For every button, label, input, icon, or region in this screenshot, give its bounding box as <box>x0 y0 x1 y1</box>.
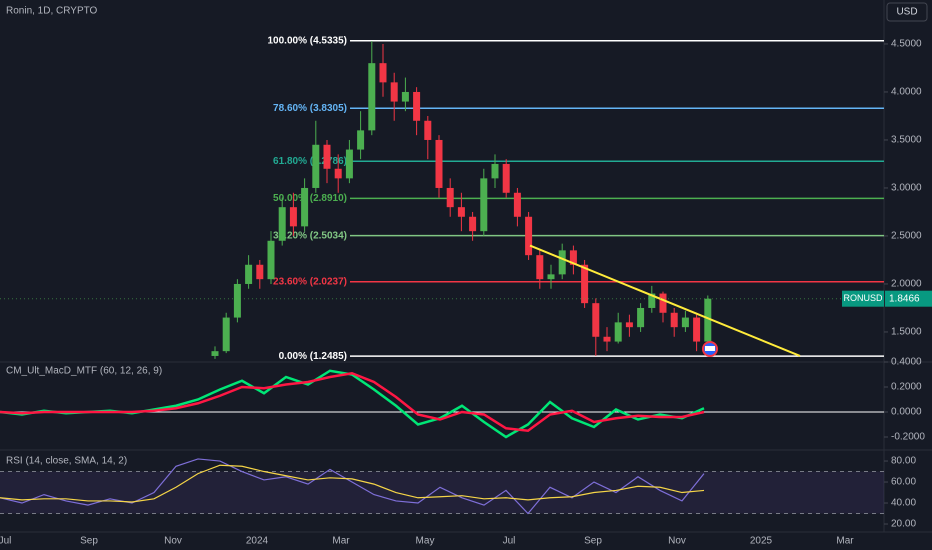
y-tick-label: 0.2000 <box>891 382 922 393</box>
candle-body <box>547 274 555 280</box>
pane-title: CM_Ult_MacD_MTF (60, 12, 26, 9) <box>6 366 162 377</box>
candle-body <box>301 187 309 227</box>
currency-label[interactable]: USD <box>896 7 917 18</box>
y-tick-label: 60.00 <box>891 477 916 488</box>
candle-body <box>233 283 241 318</box>
symbol-title: Ronin, 1D, CRYPTO <box>6 6 98 17</box>
candle-body <box>670 312 678 328</box>
candle-body <box>323 144 331 169</box>
currency-button[interactable] <box>886 2 928 22</box>
candle-body <box>256 264 264 280</box>
candle-body <box>592 303 600 337</box>
candle-body <box>704 298 712 342</box>
x-tick-label: Jul <box>0 536 11 547</box>
candle-body <box>379 63 387 83</box>
y-tick-label: 4.5000 <box>891 39 922 50</box>
y-tick-label: -0.2000 <box>891 432 925 443</box>
fib-label: 0.00% (1.2485) <box>279 351 347 362</box>
candle-body <box>368 63 376 131</box>
candle-body <box>222 317 230 352</box>
candle-body <box>469 216 477 232</box>
y-tick-label: 20.00 <box>891 519 916 530</box>
y-tick-label: 4.0000 <box>891 87 922 98</box>
y-tick-label: 40.00 <box>891 498 916 509</box>
candle-body <box>267 240 275 280</box>
indicator-line <box>0 371 705 433</box>
candle-body <box>637 307 645 328</box>
candle-body <box>625 322 633 328</box>
y-tick-label: 2.0000 <box>891 279 922 290</box>
fib-label: 23.60% (2.0237) <box>273 276 347 287</box>
x-tick-label: Mar <box>836 536 854 547</box>
x-tick-label: May <box>416 536 435 547</box>
candle-body <box>693 317 701 342</box>
candle-body <box>401 91 409 102</box>
symbol-tag-label: RONUSD <box>843 293 883 303</box>
fib-label: 38.20% (2.5034) <box>273 230 347 241</box>
candle-body <box>558 250 566 275</box>
x-tick-label: Sep <box>80 536 98 547</box>
candle-body <box>211 351 219 356</box>
candle-body <box>245 264 253 284</box>
candle-body <box>446 187 454 208</box>
fib-label: 50.00% (2.8910) <box>273 193 347 204</box>
candle-body <box>312 144 320 188</box>
indicator-line <box>0 464 705 503</box>
y-tick-label: 2.5000 <box>891 231 922 242</box>
candle-body <box>614 322 622 342</box>
y-tick-label: 80.00 <box>891 456 916 467</box>
candle-body <box>513 192 521 217</box>
event-marker <box>702 341 718 357</box>
fib-label: 78.60% (3.8305) <box>273 103 347 114</box>
fib-label: 100.00% (4.5335) <box>267 35 347 46</box>
candle-body <box>334 168 342 179</box>
x-tick-label: Sep <box>584 536 602 547</box>
x-tick-label: 2025 <box>750 536 773 547</box>
candle-body <box>659 293 667 313</box>
price-tag <box>885 290 932 307</box>
pane-title: RSI (14, close, SMA, 14, 2) <box>6 456 127 467</box>
candle-body <box>480 178 488 232</box>
candle-body <box>413 91 421 121</box>
candle-body <box>435 139 443 188</box>
candle-body <box>424 120 432 140</box>
candle-body <box>390 82 398 102</box>
y-tick-label: 0.0000 <box>891 407 922 418</box>
candle-body <box>345 149 353 179</box>
y-tick-label: 1.5000 <box>891 327 922 338</box>
candle-body <box>603 336 611 342</box>
x-tick-label: Jul <box>503 536 516 547</box>
trendline <box>529 244 801 357</box>
candle-body <box>569 250 577 265</box>
candle-body <box>648 293 656 308</box>
indicator-line <box>0 458 705 515</box>
candle-body <box>491 163 499 179</box>
candle-body <box>278 207 286 241</box>
candle-body <box>681 317 689 328</box>
x-tick-label: Mar <box>332 536 350 547</box>
fib-label: 61.80% (3.2786) <box>273 156 347 167</box>
y-tick-label: 0.4000 <box>891 357 922 368</box>
y-tick-label: 3.0000 <box>891 183 922 194</box>
candle-body <box>457 207 465 217</box>
x-tick-label: Nov <box>164 536 182 547</box>
candle-body <box>502 163 510 193</box>
x-tick-label: Nov <box>668 536 686 547</box>
candle-body <box>525 216 533 256</box>
candle-body <box>581 264 589 304</box>
rsi-band <box>0 471 884 514</box>
x-tick-label: 2024 <box>246 536 269 547</box>
candle-body <box>536 255 544 280</box>
candle-body <box>289 207 297 227</box>
symbol-tag <box>842 290 884 307</box>
y-tick-label: 3.5000 <box>891 135 922 146</box>
price-tag-label: 1.8466 <box>889 293 920 304</box>
candle-body <box>357 130 365 150</box>
